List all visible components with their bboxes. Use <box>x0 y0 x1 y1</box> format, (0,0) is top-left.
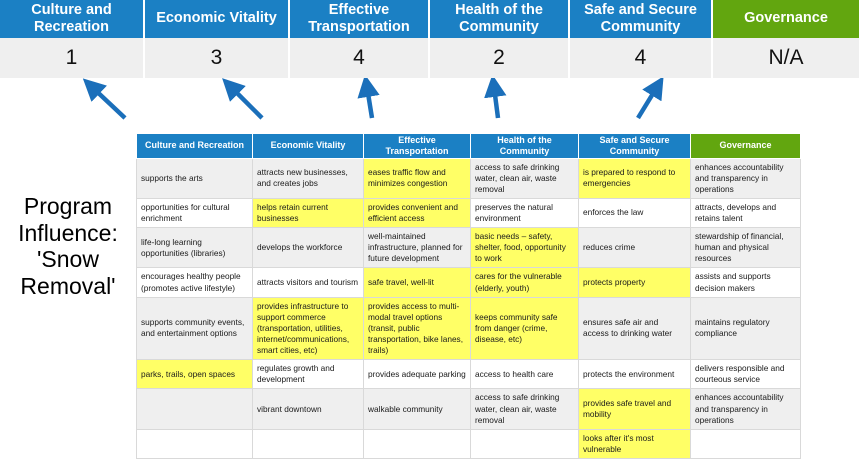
matrix-cell-r1-c1: helps retain current businesses <box>252 197 364 229</box>
scorecard-header-0: Culture and Recreation <box>0 0 145 38</box>
scorecard-header-3: Health of the Community <box>430 0 570 38</box>
matrix-cell-r5-c0: parks, trails, open spaces <box>136 359 253 390</box>
matrix-cell-r1-c5: attracts, develops and retains talent <box>690 197 801 229</box>
matrix-cell-r3-c3: cares for the vulnerable (elderly, youth… <box>470 267 579 298</box>
matrix-cell-r5-c5: delivers responsible and courteous servi… <box>690 359 801 390</box>
matrix-cell-r7-c2 <box>363 428 471 460</box>
matrix-row: supports community events, and entertain… <box>136 296 801 361</box>
matrix-row: supports the arts attracts new businesses… <box>136 157 801 199</box>
scorecard-value-0: 1 <box>0 38 145 78</box>
page-title: Program Influence: 'Snow Removal' <box>18 193 118 300</box>
arrow-group <box>0 78 859 134</box>
program-influence-matrix: Culture and Recreation Economic Vitality E… <box>136 133 801 460</box>
matrix-cell-r6-c4: provides safe travel and mobility <box>578 388 691 430</box>
matrix-cell-r6-c5: enhances accountability and transparency… <box>690 388 801 430</box>
matrix-row: looks after it's most vulnerable <box>136 428 801 460</box>
program-influence-arrow <box>636 78 664 120</box>
matrix-header-row: Culture and Recreation Economic Vitality E… <box>136 133 801 159</box>
matrix-cell-r7-c1 <box>252 428 364 460</box>
matrix-cell-r0-c4: is prepared to respond to emergencies <box>578 157 691 199</box>
matrix-cell-r3-c5: assists and supports decision makers <box>690 267 801 298</box>
matrix-cell-r1-c3: preserves the natural environment <box>470 197 579 229</box>
matrix-cell-r7-c0 <box>136 428 253 460</box>
matrix-cell-r2-c3: basic needs – safety, shelter, food, opp… <box>470 227 579 269</box>
matrix-cell-r4-c0: supports community events, and entertain… <box>136 296 253 361</box>
scorecard-value-2: 4 <box>290 38 430 78</box>
matrix-cell-r6-c2: walkable community <box>363 388 471 430</box>
matrix-column-header-5: Governance <box>690 133 801 159</box>
matrix-row: life-long learning opportunities (librar… <box>136 227 801 269</box>
arrows-svg <box>82 78 664 120</box>
matrix-cell-r3-c1: attracts visitors and tourism <box>252 267 364 298</box>
scorecard-header-1: Economic Vitality <box>145 0 290 38</box>
matrix-cell-r5-c3: access to health care <box>470 359 579 390</box>
program-influence-arrow <box>82 78 127 120</box>
matrix-cell-r0-c2: eases traffic flow and minimizes congest… <box>363 157 471 199</box>
matrix-cell-r4-c5: maintains regulatory compliance <box>690 296 801 361</box>
matrix-cell-r7-c5 <box>690 428 801 460</box>
matrix-column-header-1: Economic Vitality <box>252 133 364 159</box>
matrix-column-header-0: Culture and Recreation <box>136 133 253 159</box>
program-influence-arrow <box>222 78 264 120</box>
matrix-row: vibrant downtown walkable community access… <box>136 388 801 430</box>
matrix-cell-r4-c2: provides access to multi-modal travel op… <box>363 296 471 361</box>
matrix-cell-r5-c4: protects the environment <box>578 359 691 390</box>
matrix-cell-r5-c2: provides adequate parking <box>363 359 471 390</box>
matrix-cell-r0-c3: access to safe drinking water, clean air… <box>470 157 579 199</box>
matrix-cell-r2-c0: life-long learning opportunities (librar… <box>136 227 253 269</box>
matrix-cell-r7-c4: looks after it's most vulnerable <box>578 428 691 460</box>
matrix-cell-r0-c5: enhances accountability and transparency… <box>690 157 801 199</box>
matrix-cell-r0-c0: supports the arts <box>136 157 253 199</box>
matrix-cell-r2-c5: stewardship of financial, human and phys… <box>690 227 801 269</box>
matrix-row: parks, trails, open spaces regulates grow… <box>136 359 801 390</box>
program-influence-arrow <box>357 78 380 119</box>
matrix-column-header-2: Effective Transportation <box>363 133 471 159</box>
scorecard-band: Culture and Recreation Economic Vitality E… <box>0 0 859 78</box>
matrix-column-header-4: Safe and Secure Community <box>578 133 691 159</box>
matrix-cell-r6-c1: vibrant downtown <box>252 388 364 430</box>
matrix-cell-r0-c1: attracts new businesses, and creates job… <box>252 157 364 199</box>
scorecard-value-row: 1 3 4 2 4 N/A <box>0 38 859 78</box>
matrix-cell-r3-c0: encourages healthy people (promotes acti… <box>136 267 253 298</box>
matrix-cell-r1-c2: provides convenient and efficient access <box>363 197 471 229</box>
matrix-cell-r3-c2: safe travel, well-lit <box>363 267 471 298</box>
matrix-cell-r7-c3 <box>470 428 579 460</box>
matrix-cell-r4-c3: keeps community safe from danger (crime,… <box>470 296 579 361</box>
scorecard-value-1: 3 <box>145 38 290 78</box>
scorecard-value-4: 4 <box>570 38 713 78</box>
program-influence-arrow <box>484 78 507 119</box>
scorecard-value-5: N/A <box>713 38 859 78</box>
matrix-cell-r1-c0: opportunities for cultural enrichment <box>136 197 253 229</box>
matrix-cell-r2-c1: develops the workforce <box>252 227 364 269</box>
matrix-column-header-3: Health of the Community <box>470 133 579 159</box>
scorecard-header-row: Culture and Recreation Economic Vitality E… <box>0 0 859 38</box>
matrix-cell-r6-c0 <box>136 388 253 430</box>
matrix-row: encourages healthy people (promotes acti… <box>136 267 801 298</box>
scorecard-header-4: Safe and Secure Community <box>570 0 713 38</box>
scorecard-header-2: Effective Transportation <box>290 0 430 38</box>
matrix-cell-r5-c1: regulates growth and development <box>252 359 364 390</box>
matrix-cell-r2-c2: well-maintained infrastructure, planned … <box>363 227 471 269</box>
matrix-cell-r3-c4: protects property <box>578 267 691 298</box>
scorecard-value-3: 2 <box>430 38 570 78</box>
matrix-cell-r2-c4: reduces crime <box>578 227 691 269</box>
matrix-cell-r1-c4: enforces the law <box>578 197 691 229</box>
scorecard-header-5: Governance <box>713 0 859 38</box>
matrix-cell-r6-c3: access to safe drinking water, clean air… <box>470 388 579 430</box>
matrix-cell-r4-c4: ensures safe air and access to drinking … <box>578 296 691 361</box>
matrix-row: opportunities for cultural enrichment hel… <box>136 197 801 229</box>
matrix-cell-r4-c1: provides infrastructure to support comme… <box>252 296 364 361</box>
